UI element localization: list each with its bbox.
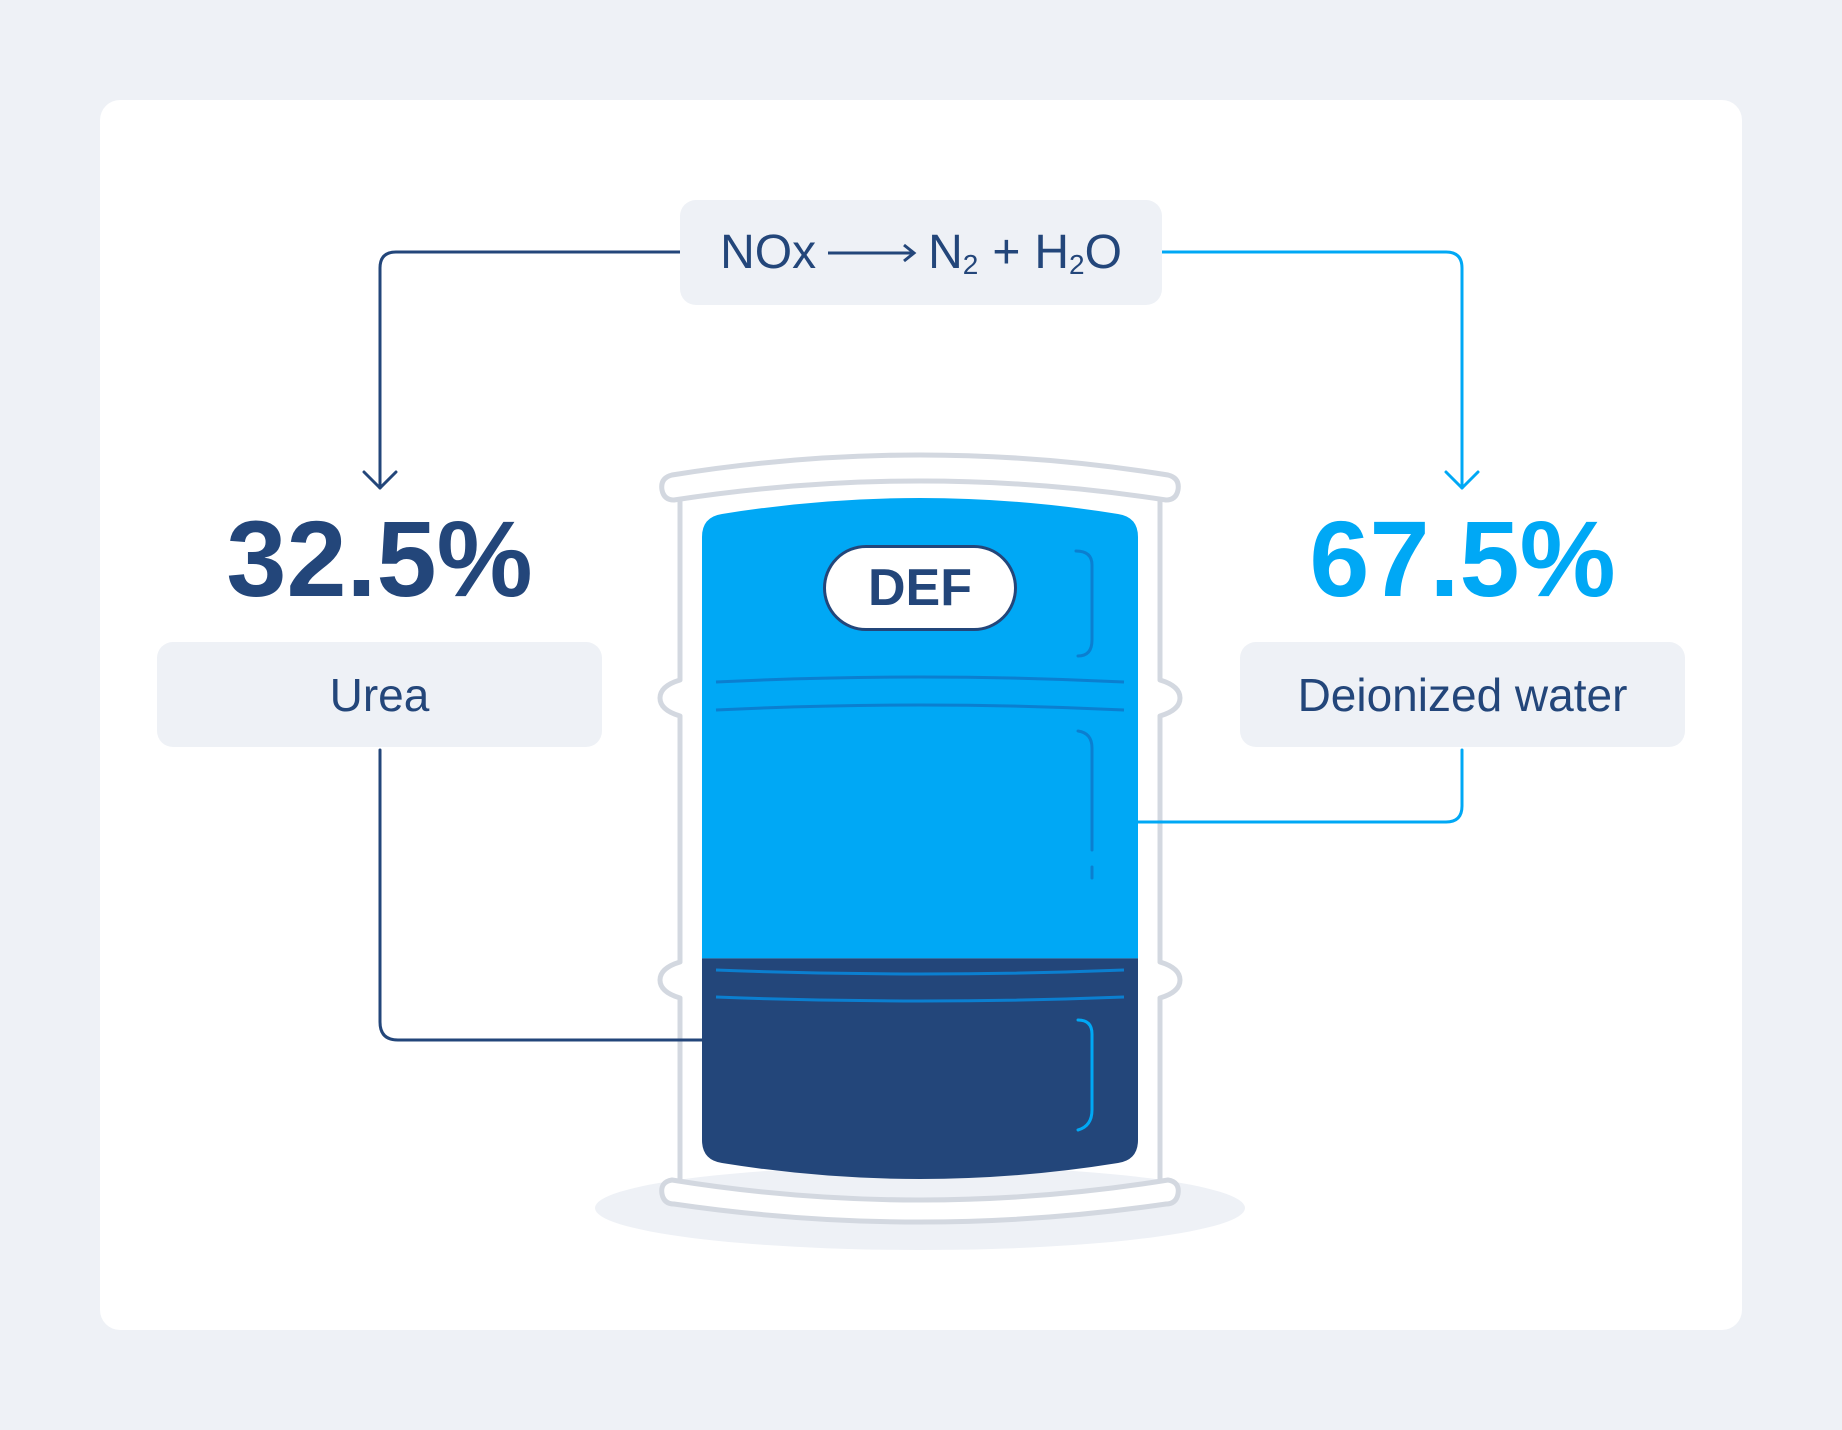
reaction-arrow-icon [828, 243, 917, 262]
plus-sign: + [992, 226, 1021, 279]
urea-layer [702, 958, 1138, 1179]
water-layer [702, 498, 1138, 959]
product-h2o: H2O [1034, 226, 1122, 280]
barrel-highlights [1074, 549, 1094, 1132]
water-connector [1136, 250, 1480, 824]
def-badge: DEF [823, 545, 1017, 631]
water-label: Deionized water [1240, 642, 1685, 747]
product-n2: N2 [928, 226, 979, 280]
urea-connector [362, 250, 704, 1042]
water-percent: 67.5% [1309, 498, 1616, 619]
urea-percent: 32.5% [226, 498, 533, 619]
urea-label: Urea [157, 642, 602, 747]
barrel-ribs [715, 675, 1125, 1003]
reaction-formula: NOx N2 + H2O [680, 200, 1162, 305]
reactant-label: NOx [720, 226, 817, 279]
barrel-frame [657, 452, 1183, 1225]
